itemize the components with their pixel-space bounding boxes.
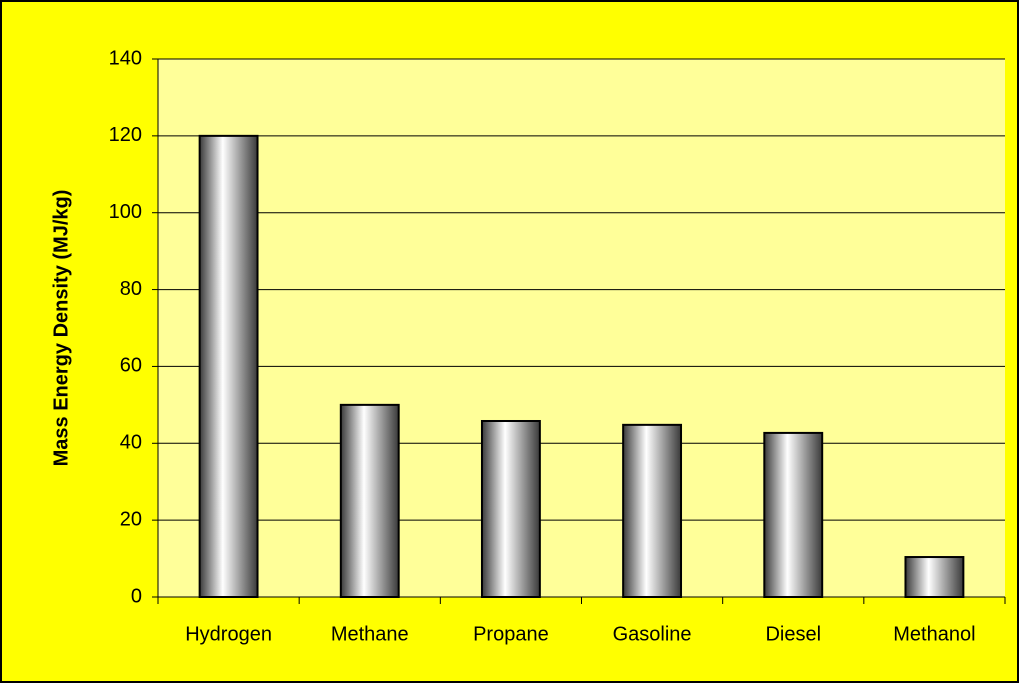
y-tick-label: 120 [109, 124, 142, 146]
y-tick-label: 80 [120, 278, 142, 300]
y-tick-label: 20 [120, 508, 142, 530]
bar [198, 134, 259, 598]
bar [904, 556, 965, 599]
y-tick-label: 60 [120, 355, 142, 377]
x-tick-label: Methane [331, 623, 409, 645]
y-tick-label: 140 [109, 47, 142, 69]
x-tick-label: Propane [473, 623, 549, 645]
y-tick-label: 0 [131, 585, 142, 607]
y-tick-label: 40 [120, 432, 142, 454]
plot-area [158, 59, 1005, 597]
y-axis-title: Mass Energy Density (MJ/kg) [50, 190, 72, 467]
x-tick-label: Diesel [765, 623, 821, 645]
bar [339, 403, 400, 598]
bar [480, 419, 541, 598]
x-tick-label: Methanol [893, 623, 975, 645]
y-tick-label: 100 [109, 201, 142, 223]
x-tick-label: Gasoline [613, 623, 692, 645]
x-tick-label: Hydrogen [185, 623, 272, 645]
bar [622, 423, 683, 598]
bar [763, 431, 824, 598]
